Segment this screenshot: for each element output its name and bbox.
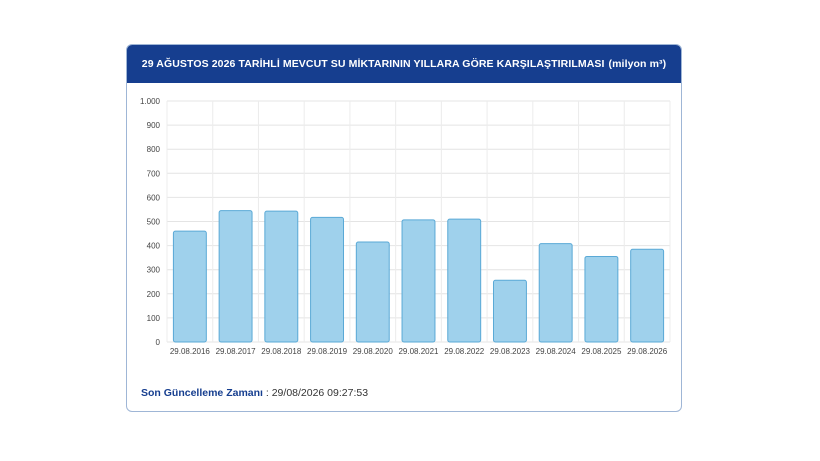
x-tick-label: 29.08.2026: [627, 347, 668, 356]
bar-29.08.2023[interactable]: [492, 279, 527, 343]
bar-29.08.2017[interactable]: [218, 210, 253, 343]
x-tick-label: 29.08.2023: [490, 347, 531, 356]
last-updated-separator: :: [262, 387, 272, 399]
bar-29.08.2016[interactable]: [172, 230, 207, 343]
chart-title-unit: (milyon m³): [608, 58, 667, 70]
y-tick-label: 100: [147, 314, 161, 323]
y-tick-label: 900: [147, 121, 161, 130]
x-tick-label: 29.08.2021: [398, 347, 439, 356]
bar-29.08.2026[interactable]: [630, 248, 665, 343]
x-tick-label: 29.08.2022: [444, 347, 485, 356]
chart-title: 29 AĞUSTOS 2026 TARİHLİ MEVCUT SU MİKTAR…: [141, 58, 605, 70]
x-tick-label: 29.08.2018: [261, 347, 302, 356]
bar-29.08.2025[interactable]: [584, 255, 619, 343]
bar-29.08.2021[interactable]: [401, 219, 436, 343]
y-tick-label: 1.000: [140, 97, 161, 106]
x-tick-label: 29.08.2017: [216, 347, 257, 356]
x-tick-label: 29.08.2024: [536, 347, 577, 356]
chart-area: 0 100 200 300 400 500 600 700 800 900 1.000 29.08.2…: [127, 83, 681, 373]
y-tick-label: 700: [147, 169, 161, 178]
y-tick-label: 200: [147, 290, 161, 299]
bar-29.08.2019[interactable]: [310, 216, 345, 343]
y-tick-label: 500: [147, 218, 161, 227]
y-tick-label: 400: [147, 242, 161, 251]
bar-29.08.2022[interactable]: [447, 218, 482, 343]
chart-header: 29 AĞUSTOS 2026 TARİHLİ MEVCUT SU MİKTAR…: [127, 45, 681, 83]
bar-29.08.2024[interactable]: [538, 243, 573, 343]
last-updated-label: Son Güncelleme Zamanı: [141, 387, 263, 399]
x-tick-label: 29.08.2025: [581, 347, 622, 356]
bar-chart: 0 100 200 300 400 500 600 700 800 900 1.000 29.08.2…: [140, 97, 671, 356]
x-tick-label: 29.08.2019: [307, 347, 348, 356]
last-updated-value: 29/08/2026 09:27:53: [271, 387, 369, 399]
bar-29.08.2020[interactable]: [355, 241, 390, 343]
x-tick-label: 29.08.2020: [353, 347, 394, 356]
y-tick-label: 300: [147, 266, 161, 275]
y-tick-label: 800: [147, 145, 161, 154]
last-updated: Son Güncelleme Zamanı : 29/08/2026 09:27…: [141, 387, 368, 399]
y-tick-label: 600: [147, 193, 161, 202]
x-tick-label: 29.08.2016: [170, 347, 211, 356]
chart-card: 29 AĞUSTOS 2026 TARİHLİ MEVCUT SU MİKTAR…: [126, 44, 682, 412]
bar-29.08.2018[interactable]: [264, 210, 299, 343]
y-tick-label: 0: [156, 338, 161, 347]
